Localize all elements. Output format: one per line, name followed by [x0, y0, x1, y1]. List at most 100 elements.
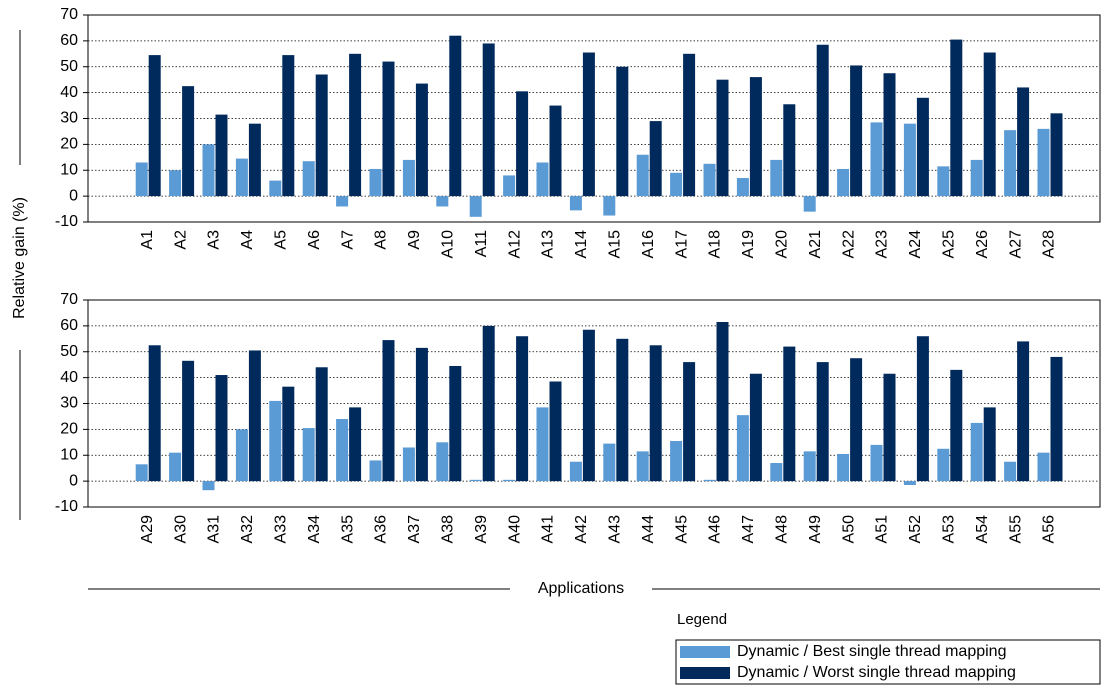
- bar: [916, 97, 929, 197]
- x-tick-label: A4: [239, 230, 256, 250]
- x-tick-label: A52: [907, 515, 924, 544]
- bar: [903, 123, 916, 197]
- x-tick-label: A27: [1007, 230, 1024, 259]
- bar: [816, 44, 829, 197]
- x-tick-label: A7: [339, 230, 356, 250]
- bar: [402, 159, 415, 197]
- bar: [382, 61, 395, 197]
- bar: [549, 105, 562, 197]
- bar: [182, 86, 195, 197]
- x-tick-label: A18: [707, 230, 724, 259]
- bar: [916, 336, 929, 482]
- bar: [349, 407, 362, 482]
- bar: [549, 381, 562, 482]
- x-tick-label: A43: [607, 515, 624, 544]
- bar: [950, 39, 963, 197]
- bar: [616, 338, 629, 482]
- bar: [683, 362, 696, 482]
- bar: [503, 175, 516, 197]
- bar: [736, 178, 749, 197]
- bar: [749, 77, 762, 197]
- bar: [1037, 128, 1050, 197]
- bar: [469, 196, 482, 217]
- bar: [770, 463, 783, 482]
- legend-label: Dynamic / Worst single thread mapping: [737, 664, 1016, 681]
- y-tick-label: 20: [60, 421, 78, 438]
- x-tick-label: A37: [406, 515, 423, 544]
- x-tick-label: A25: [941, 230, 958, 259]
- x-axis-label: Applications: [538, 580, 624, 597]
- bar: [248, 123, 261, 197]
- bar: [983, 407, 996, 482]
- bar: [1004, 130, 1017, 197]
- x-tick-label: A49: [807, 515, 824, 544]
- x-tick-label: A22: [840, 230, 857, 259]
- x-tick-label: A53: [941, 515, 958, 544]
- bar: [1017, 87, 1030, 197]
- x-tick-label: A46: [707, 515, 724, 544]
- bar: [770, 159, 783, 197]
- x-tick-label: A13: [540, 230, 557, 259]
- bar: [369, 460, 382, 482]
- bar: [415, 347, 428, 482]
- bar: [336, 419, 349, 482]
- bar: [749, 373, 762, 482]
- x-tick-label: A51: [874, 515, 891, 544]
- x-tick-label: A15: [607, 230, 624, 259]
- bar: [649, 345, 662, 482]
- x-tick-label: A31: [206, 515, 223, 544]
- bar: [402, 447, 415, 482]
- bar: [315, 74, 328, 197]
- y-tick-label: 10: [60, 446, 78, 463]
- bar: [449, 35, 462, 197]
- x-tick-label: A9: [406, 230, 423, 250]
- bar: [582, 52, 595, 197]
- bar: [837, 453, 850, 482]
- x-tick-label: A21: [807, 230, 824, 259]
- x-tick-label: A24: [907, 230, 924, 259]
- legend-swatch: [680, 667, 730, 679]
- x-tick-label: A23: [874, 230, 891, 259]
- y-tick-label: -10: [55, 498, 78, 515]
- x-tick-label: A30: [172, 515, 189, 544]
- x-tick-label: A35: [339, 515, 356, 544]
- bar: [235, 158, 248, 197]
- bar: [282, 386, 295, 482]
- bar: [315, 367, 328, 482]
- bar: [482, 325, 495, 482]
- y-tick-label: -10: [55, 213, 78, 230]
- legend-title: Legend: [677, 611, 727, 628]
- x-tick-label: A36: [373, 515, 390, 544]
- bar: [135, 162, 148, 197]
- x-tick-label: A12: [506, 230, 523, 259]
- bar: [135, 464, 148, 482]
- y-tick-label: 70: [60, 291, 78, 308]
- x-tick-label: A19: [740, 230, 757, 259]
- bar: [716, 79, 729, 197]
- y-tick-label: 30: [60, 110, 78, 127]
- bar: [1017, 341, 1030, 482]
- legend-box: [675, 639, 1101, 685]
- bar: [870, 122, 883, 197]
- bar: [703, 479, 716, 482]
- x-tick-label: A42: [573, 515, 590, 544]
- bar: [883, 373, 896, 482]
- bar: [503, 479, 516, 482]
- bar: [837, 168, 850, 197]
- bar: [415, 83, 428, 197]
- x-tick-label: A45: [673, 515, 690, 544]
- x-tick-label: A10: [440, 230, 457, 259]
- bar: [582, 329, 595, 482]
- x-tick-label: A29: [139, 515, 156, 544]
- bar: [369, 168, 382, 197]
- bar: [803, 196, 816, 212]
- y-axis-label: Relative gain (%): [11, 197, 28, 319]
- y-tick-label: 50: [60, 58, 78, 75]
- y-tick-label: 0: [69, 472, 78, 489]
- bar: [970, 159, 983, 197]
- legend-swatch: [680, 646, 730, 658]
- x-tick-label: A26: [974, 230, 991, 259]
- plot-frame: [87, 299, 1101, 508]
- x-tick-label: A47: [740, 515, 757, 544]
